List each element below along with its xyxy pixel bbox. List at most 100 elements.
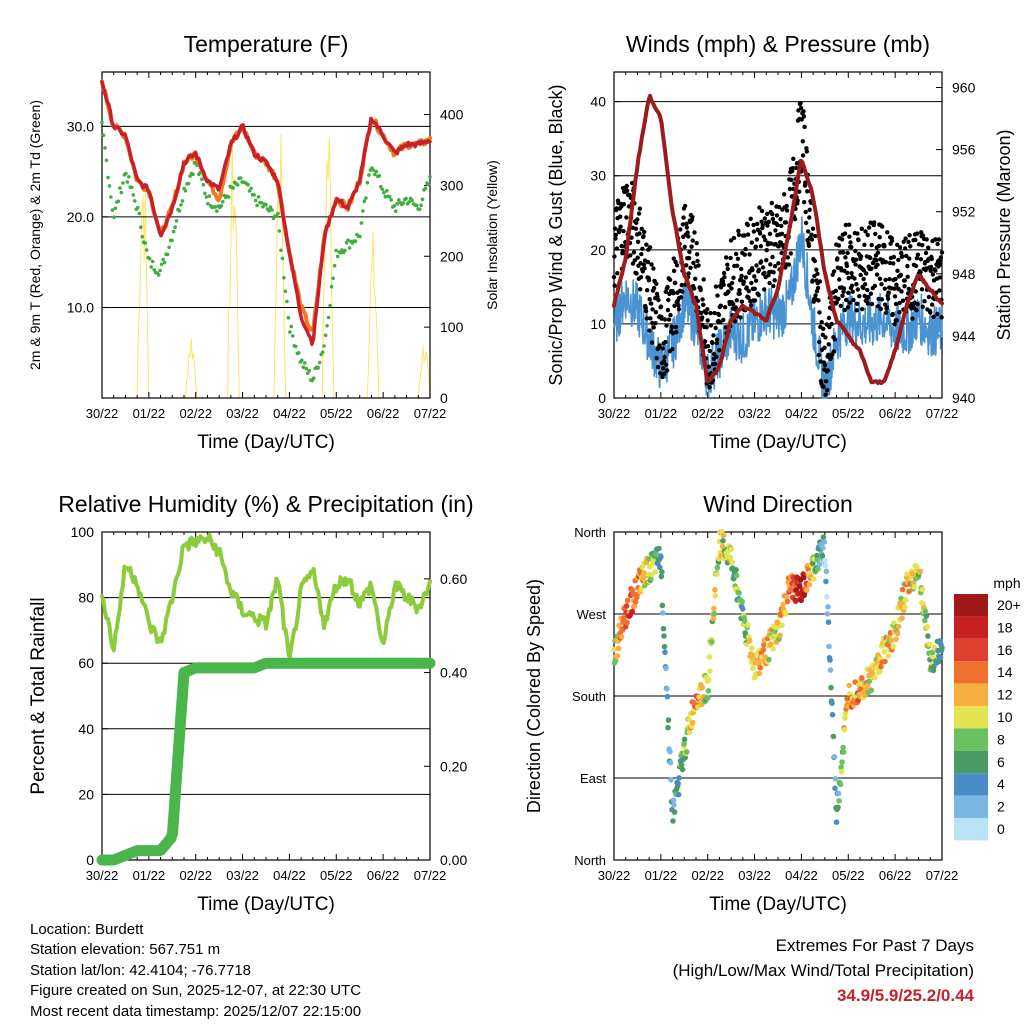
- x-tick-label: 07/22: [926, 406, 959, 421]
- gust-point: [865, 287, 870, 293]
- gust-point: [673, 280, 678, 286]
- dewpoint-point: [179, 203, 183, 207]
- direction-point: [623, 603, 630, 609]
- gust-point: [900, 298, 906, 303]
- gust-point: [933, 237, 938, 242]
- dewpoint-point: [316, 366, 321, 370]
- gust-point: [659, 316, 664, 321]
- y2-tick-label: 200: [440, 248, 464, 264]
- x-tick-label: 04/22: [273, 406, 306, 421]
- direction-point: [661, 643, 668, 650]
- colorbar-label: 2: [997, 799, 1005, 815]
- gust-point: [807, 207, 812, 212]
- gust-point: [705, 318, 710, 323]
- direction-point: [671, 802, 677, 808]
- gust-point: [663, 362, 669, 367]
- gust-point: [877, 276, 883, 281]
- dewpoint-point: [407, 200, 411, 204]
- y2-tick-label: 952: [952, 204, 976, 220]
- gust-point: [674, 263, 680, 268]
- gust-point: [645, 288, 650, 293]
- dewpoint-point: [374, 169, 379, 174]
- gust-point: [868, 291, 874, 296]
- gust-point: [691, 260, 696, 266]
- dewpoint-point: [346, 238, 350, 242]
- gust-point: [784, 208, 790, 213]
- gust-point: [757, 231, 763, 236]
- gust-point: [778, 217, 783, 222]
- gust-point: [821, 384, 826, 389]
- gust-point: [742, 252, 747, 257]
- x-tick-label: 05/22: [832, 406, 865, 421]
- gust-point: [753, 244, 758, 249]
- direction-point: [824, 594, 830, 600]
- dewpoint-point: [270, 208, 274, 212]
- gust-point: [624, 215, 629, 220]
- direction-point: [686, 729, 693, 736]
- direction-point: [866, 678, 873, 685]
- gust-point: [760, 223, 765, 228]
- gust-point: [872, 283, 878, 289]
- gust-point: [891, 261, 896, 266]
- gust-point: [686, 271, 691, 276]
- gust-point: [795, 198, 800, 203]
- gust-point: [852, 276, 857, 281]
- gust-point: [837, 277, 842, 282]
- gust-point: [893, 301, 899, 307]
- x-tick-label: 06/22: [367, 868, 400, 883]
- direction-point: [681, 736, 688, 743]
- gust-point: [682, 203, 688, 209]
- dewpoint-point: [140, 234, 145, 239]
- direction-point: [659, 569, 665, 575]
- gust-point: [721, 270, 727, 276]
- gust-point: [638, 261, 643, 266]
- direction-point: [830, 733, 837, 740]
- gust-point: [874, 272, 880, 277]
- y-axis-title: Direction (Colored By Speed): [524, 579, 544, 813]
- gust-point: [619, 243, 624, 249]
- gust-point: [696, 263, 701, 268]
- direction-point: [868, 687, 875, 694]
- gust-point: [898, 272, 903, 277]
- dewpoint-point: [186, 181, 191, 186]
- dewpoint-point: [152, 268, 156, 272]
- gust-point: [920, 243, 925, 248]
- gust-point: [714, 341, 719, 346]
- direction-point: [823, 578, 829, 585]
- dewpoint-point: [420, 197, 425, 202]
- y2-tick-label: 0.40: [440, 665, 467, 681]
- colorbar-label: 20+: [997, 597, 1021, 613]
- gust-point: [718, 320, 723, 325]
- gust-point: [835, 256, 840, 261]
- gust-point: [725, 266, 730, 272]
- direction-point: [782, 611, 789, 617]
- direction-point: [719, 543, 726, 550]
- gust-point: [849, 283, 855, 288]
- gust-point: [693, 276, 698, 281]
- gust-point: [687, 249, 692, 255]
- gust-point: [813, 233, 818, 239]
- gust-point: [745, 232, 751, 237]
- direction-point: [899, 586, 906, 593]
- y2-tick-label: 960: [952, 80, 976, 96]
- gust-point: [761, 234, 766, 239]
- gust-point: [654, 281, 659, 286]
- direction-point: [923, 613, 930, 619]
- direction-point: [827, 657, 833, 663]
- dewpoint-point: [379, 184, 383, 189]
- x-axis-title: Time (Day/UTC): [709, 894, 847, 915]
- direction-point: [836, 798, 842, 804]
- gust-point: [862, 293, 867, 299]
- plot-frame: [101, 71, 431, 399]
- gust-point: [758, 244, 764, 249]
- gust-point: [650, 307, 655, 312]
- dewpoint-point: [404, 196, 408, 201]
- gust-point: [663, 339, 668, 345]
- gust-point: [862, 282, 868, 287]
- direction-point: [664, 693, 671, 700]
- gust-point: [725, 262, 730, 267]
- gust-point: [743, 246, 748, 252]
- direction-point: [833, 819, 840, 825]
- gust-point: [822, 363, 828, 368]
- gust-point: [939, 315, 944, 320]
